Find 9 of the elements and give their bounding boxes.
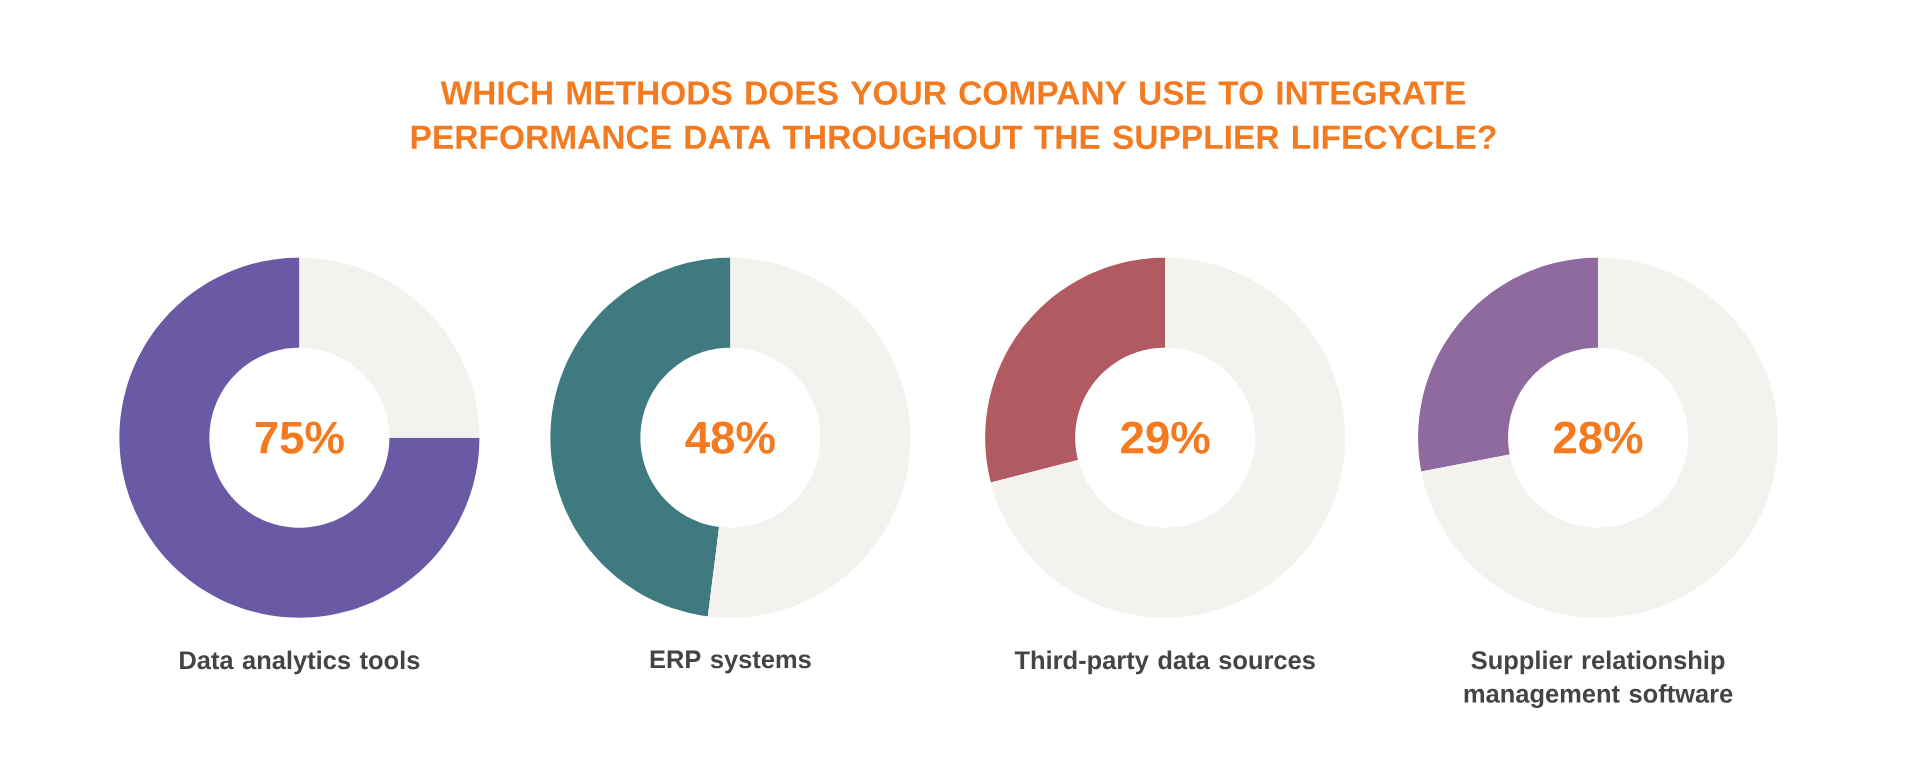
text: WHICH METHODS DOES YOUR COMPANY USE TO INTEGRATE PERFORMANCE DATA THROUGHOUT THE SUPPLIER LIFECYCLE? [411, 81, 1496, 150]
text: Supplier relationship management software [1464, 650, 1733, 708]
text: Third-party data sources [1014, 650, 1315, 675]
text: 28% [1554, 421, 1643, 454]
text: 75% [255, 421, 344, 454]
text: 29% [1121, 421, 1210, 454]
text: Data analytics tools [180, 650, 420, 675]
text: ERP systems [650, 650, 811, 674]
text: 48% [685, 421, 775, 454]
